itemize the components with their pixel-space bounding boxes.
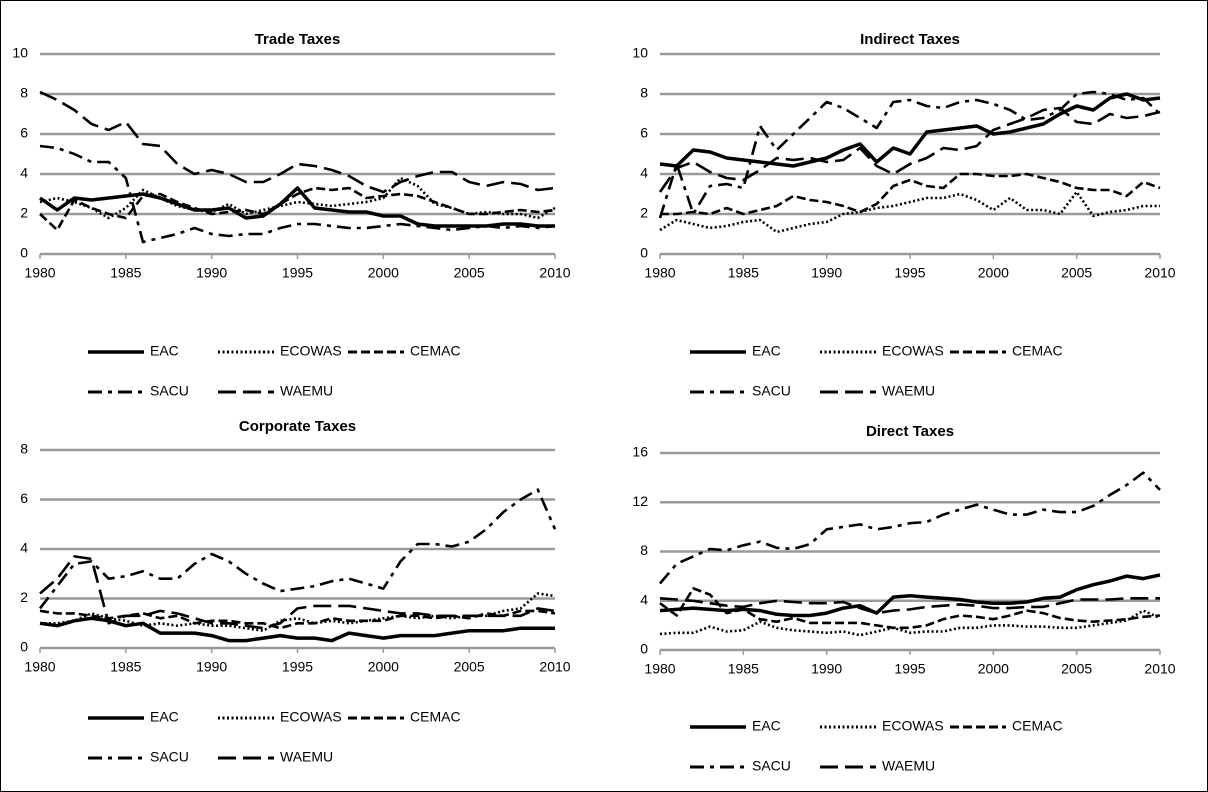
legend-label: ECOWAS [280, 709, 342, 725]
legend-label: SACU [150, 383, 189, 399]
legend-label: CEMAC [1012, 343, 1063, 359]
x-tick-label: 1995 [282, 659, 313, 675]
series-line [39, 186, 556, 232]
series-line [658, 90, 1161, 219]
x-tick-label: 2005 [454, 659, 485, 675]
legend-label: CEMAC [410, 709, 461, 725]
chart-title: Indirect Taxes [860, 31, 960, 48]
x-tick-label: 1980 [644, 661, 675, 677]
y-tick-label: 6 [640, 125, 648, 141]
x-tick-label: 1985 [110, 659, 141, 675]
x-tick-label: 2000 [978, 661, 1009, 677]
y-tick-label: 0 [20, 639, 28, 655]
x-tick-label: 1985 [110, 265, 141, 281]
legend-label: CEMAC [410, 343, 461, 359]
legend-label: SACU [752, 383, 791, 399]
x-tick-label: 2010 [539, 659, 570, 675]
x-tick-label: 1980 [24, 265, 55, 281]
series-line [659, 92, 1161, 168]
series-line [39, 555, 556, 630]
legend-label: SACU [150, 749, 189, 765]
x-tick-label: 2010 [1144, 265, 1175, 281]
x-tick-label: 2010 [539, 265, 570, 281]
x-tick-label: 2000 [978, 265, 1009, 281]
series-line [659, 597, 1160, 615]
legend-label: EAC [752, 343, 781, 359]
y-tick-label: 16 [632, 444, 648, 460]
legend-label: WAEMU [280, 383, 333, 399]
y-tick-label: 6 [20, 125, 28, 141]
y-tick-label: 2 [640, 205, 648, 221]
series-line [39, 90, 556, 194]
legend-label: ECOWAS [280, 343, 342, 359]
x-tick-label: 1995 [894, 265, 925, 281]
y-tick-label: 0 [640, 641, 648, 657]
y-tick-label: 10 [632, 45, 648, 61]
x-tick-label: 1980 [644, 265, 675, 281]
chart-title: Trade Taxes [255, 31, 341, 48]
x-tick-label: 2005 [454, 265, 485, 281]
chart-title: Direct Taxes [866, 423, 954, 440]
y-tick-label: 8 [640, 542, 648, 558]
y-tick-label: 8 [20, 85, 28, 101]
series-line [39, 144, 556, 244]
y-tick-label: 8 [640, 85, 648, 101]
legend-label: WAEMU [280, 749, 333, 765]
series-line [38, 186, 555, 228]
x-tick-label: 1980 [24, 659, 55, 675]
series-line [660, 172, 1161, 216]
x-tick-label: 2010 [1144, 661, 1175, 677]
y-tick-label: 2 [20, 589, 28, 605]
y-tick-label: 4 [640, 591, 648, 607]
x-tick-label: 1990 [811, 661, 842, 677]
y-tick-label: 4 [640, 165, 648, 181]
y-tick-label: 0 [20, 245, 28, 261]
series-line [38, 488, 557, 610]
y-tick-label: 0 [640, 245, 648, 261]
legend-label: ECOWAS [882, 718, 944, 734]
y-tick-label: 2 [20, 205, 28, 221]
legend-label: WAEMU [882, 383, 935, 399]
legend-label: CEMAC [1012, 718, 1063, 734]
y-tick-label: 10 [12, 45, 28, 61]
series-line [659, 609, 1161, 637]
x-tick-label: 1990 [196, 659, 227, 675]
x-tick-label: 2000 [368, 265, 399, 281]
x-tick-label: 1995 [894, 661, 925, 677]
x-tick-label: 2005 [1061, 265, 1092, 281]
x-tick-label: 1985 [728, 265, 759, 281]
series-line [659, 587, 1161, 630]
legend-label: EAC [150, 343, 179, 359]
x-tick-label: 1985 [728, 661, 759, 677]
x-tick-label: 2005 [1061, 661, 1092, 677]
series-line [39, 616, 555, 643]
legend-label: ECOWAS [882, 343, 944, 359]
y-tick-label: 6 [20, 490, 28, 506]
y-tick-label: 4 [20, 540, 28, 556]
legend-label: EAC [752, 718, 781, 734]
x-tick-label: 1990 [196, 265, 227, 281]
x-tick-label: 1995 [282, 265, 313, 281]
chart-title: Corporate Taxes [239, 418, 356, 435]
x-tick-label: 1990 [811, 265, 842, 281]
y-tick-label: 4 [20, 165, 28, 181]
x-tick-label: 2000 [368, 659, 399, 675]
series-line [658, 106, 1161, 193]
y-tick-label: 8 [20, 441, 28, 457]
legend-label: SACU [752, 758, 791, 774]
y-tick-label: 12 [632, 493, 648, 509]
legend-label: WAEMU [882, 758, 935, 774]
series-line [659, 471, 1161, 585]
legend-label: EAC [150, 709, 179, 725]
series-line [659, 190, 1160, 234]
